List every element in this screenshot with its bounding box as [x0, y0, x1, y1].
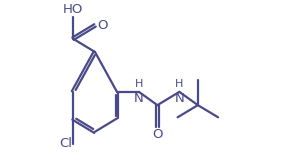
Text: Cl: Cl — [59, 137, 72, 150]
Text: H: H — [175, 79, 183, 89]
Text: N: N — [174, 93, 184, 105]
Text: N: N — [134, 93, 144, 105]
Text: HO: HO — [63, 3, 83, 16]
Text: O: O — [152, 128, 163, 141]
Text: O: O — [97, 19, 108, 32]
Text: H: H — [135, 79, 143, 89]
